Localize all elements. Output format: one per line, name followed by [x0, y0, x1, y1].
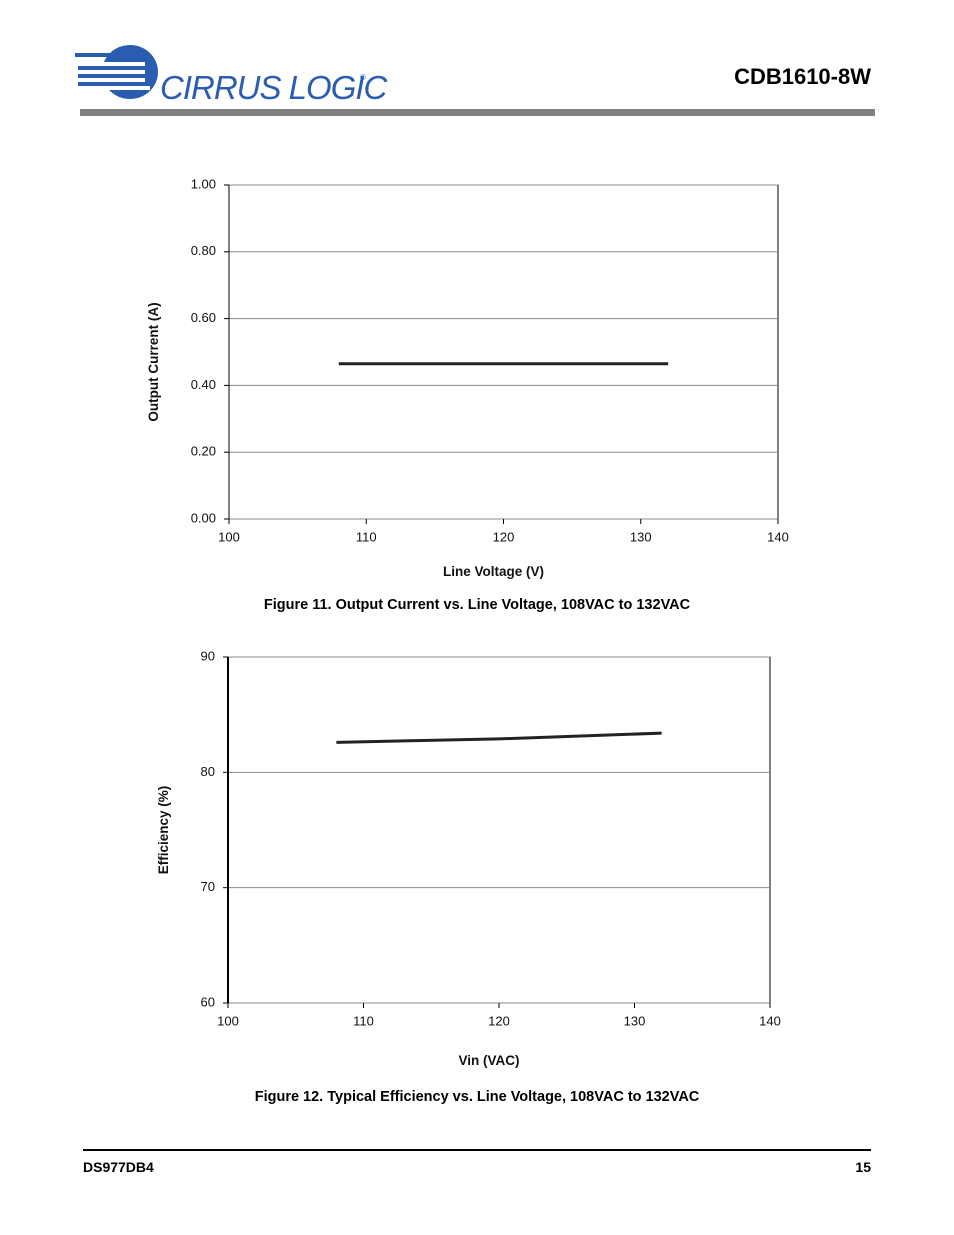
data-line: [336, 731, 662, 744]
y-tick-label: 0.00: [191, 510, 216, 525]
footer-left: DS977DB4: [83, 1159, 154, 1175]
x-axis-label: Line Voltage (V): [443, 564, 544, 579]
figure-caption: Figure 12. Typical Efficiency vs. Line V…: [255, 1089, 700, 1105]
y-tick-label: 0.80: [191, 243, 216, 258]
footer-rule: [83, 1149, 871, 1151]
figure-caption: Figure 11. Output Current vs. Line Volta…: [264, 597, 691, 613]
logo-text: CIRRUS LOGIC: [160, 69, 389, 106]
y-tick-label: 0.20: [191, 444, 216, 459]
logo-swirl: [75, 45, 158, 99]
x-tick-label: 130: [630, 529, 652, 544]
x-tick-label: 110: [356, 529, 377, 544]
y-axis-label: Efficiency (%): [156, 786, 171, 875]
y-tick-label: 1.00: [191, 176, 216, 191]
y-tick-label: 70: [201, 879, 215, 894]
plot-area: [228, 184, 779, 520]
x-tick-label: 140: [767, 529, 789, 544]
x-tick-label: 120: [493, 529, 515, 544]
header-bar: [80, 109, 875, 116]
x-tick-label: 120: [488, 1013, 510, 1028]
y-axis-label: Output Current (A): [146, 302, 161, 421]
doc-title: CDB1610-8W: [734, 64, 871, 89]
logo: CIRRUS LOGIC ®: [75, 45, 390, 106]
y-tick-label: 90: [201, 648, 215, 663]
page-number: 15: [855, 1159, 871, 1175]
y-tick-label: 80: [201, 764, 215, 779]
plot-area: [227, 656, 771, 1004]
logo-mark: ®: [360, 73, 366, 82]
x-tick-label: 100: [217, 1013, 239, 1028]
x-axis-label: Vin (VAC): [458, 1053, 519, 1068]
x-tick-label: 140: [759, 1013, 781, 1028]
x-tick-label: 110: [353, 1013, 374, 1028]
y-tick-label: 60: [201, 994, 215, 1009]
x-tick-label: 130: [624, 1013, 646, 1028]
x-tick-label: 100: [218, 529, 240, 544]
y-tick-label: 0.40: [191, 377, 216, 392]
y-tick-label: 0.60: [191, 310, 216, 325]
